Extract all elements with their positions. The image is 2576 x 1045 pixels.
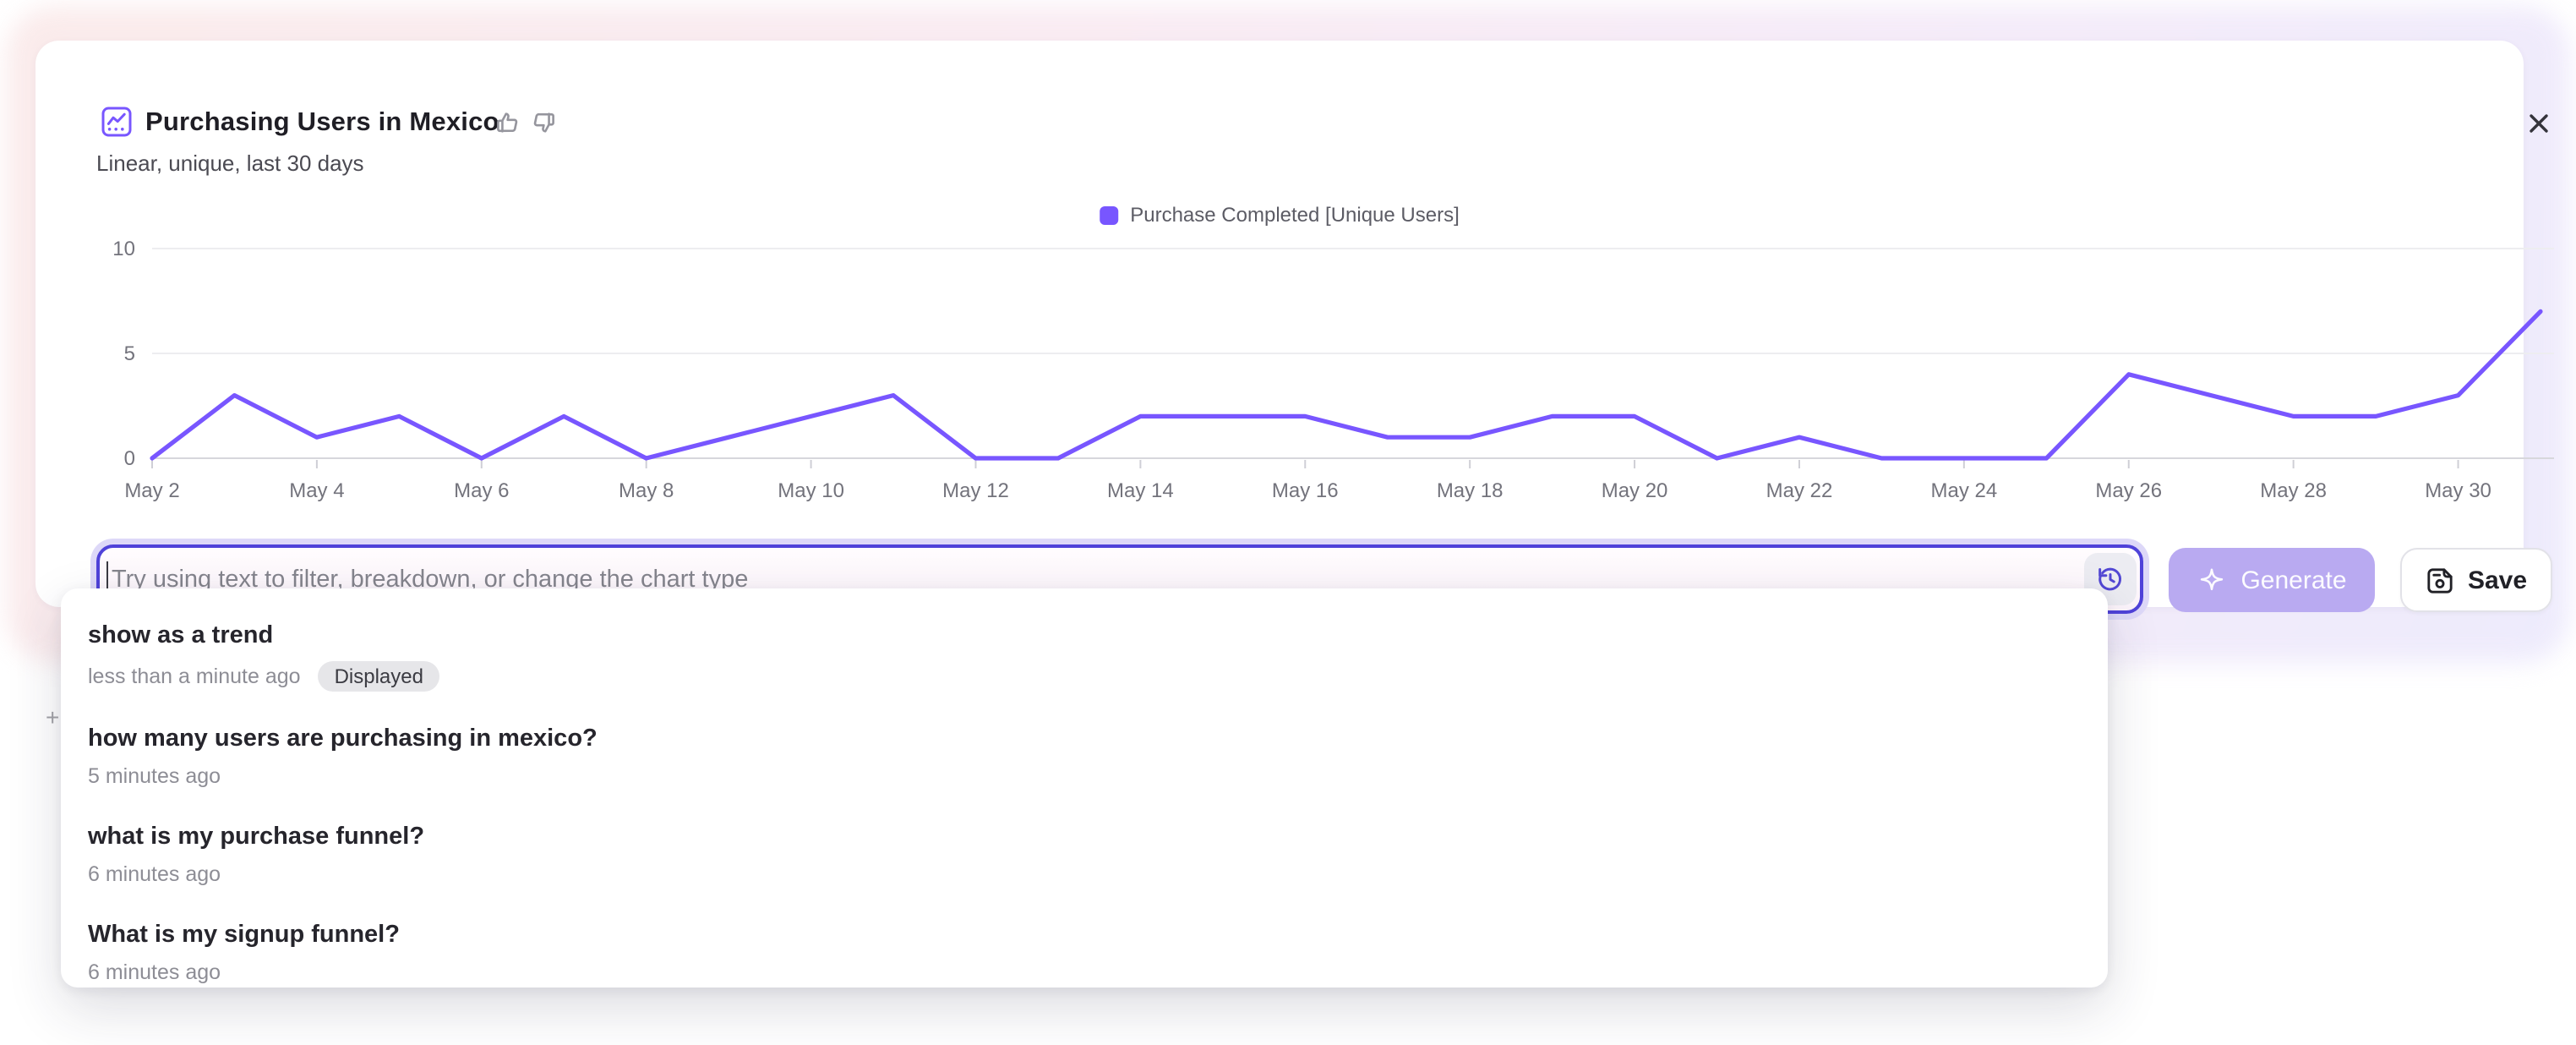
save-button[interactable]: Save [2400,548,2552,612]
history-clock-icon [2098,567,2121,591]
history-dropdown: show as a trend less than a minute ago Dis… [61,588,2108,988]
history-item[interactable]: What is my signup funnel? 6 minutes ago [61,908,2108,988]
text-caret [106,561,109,595]
x-axis-label: May 6 [454,479,509,502]
history-item-query: What is my signup funnel? [88,922,400,949]
history-item[interactable]: show as a trend less than a minute ago Dis… [61,609,2108,712]
x-axis-label: May 22 [1766,479,1833,502]
x-axis-label: May 10 [778,479,844,502]
history-item-time: 5 minutes ago [88,764,221,788]
history-item-query: what is my purchase funnel? [88,823,425,851]
line-chart: 0 5 10 May 2 May 4 May 6 May 8 May 10 May 12 May … [71,238,2557,517]
sparkle-icon [2200,567,2223,590]
thumbs-down-button[interactable] [531,110,556,135]
x-axis-label: May 26 [2095,479,2162,502]
x-axis-label: May 18 [1437,479,1504,502]
x-axis-label: May 24 [1931,479,1998,502]
series-line [150,309,2543,461]
save-label: Save [2467,566,2528,594]
y-axis-label: 0 [124,447,135,470]
x-axis-label: May 4 [289,479,344,502]
chart-canvas: 0 5 10 May 2 May 4 May 6 May 8 May 10 May 12 May … [112,238,2554,502]
generate-label: Generate [2240,566,2347,594]
line-chart-icon [101,107,132,137]
x-axis-label: May 30 [2425,479,2491,502]
x-axis-label: May 14 [1107,479,1174,502]
y-axis-label: 10 [112,240,135,260]
history-item[interactable]: how many users are purchasing in mexico?… [61,712,2108,810]
x-axis-label: May 20 [1602,479,1668,502]
close-icon[interactable] [2520,105,2557,142]
history-item-meta: 6 minutes ago [88,960,2081,986]
thumbs-up-button[interactable] [495,110,521,135]
save-icon [2427,567,2453,593]
legend-swatch [1100,205,1119,224]
chart-card: Purchasing Users in Mexico Linear, uniqu… [35,41,2554,614]
legend-label: Purchase Completed [Unique Users] [1130,203,1460,227]
plus-cursor: + [46,703,60,730]
history-item[interactable]: what is my purchase funnel? 6 minutes ago [61,810,2108,908]
history-item-meta: 6 minutes ago [88,862,2081,888]
x-axis-label: May 16 [1272,479,1339,502]
y-axis-label: 5 [124,342,135,365]
chart-subtitle: Linear, unique, last 30 days [96,150,364,176]
history-item-time: less than a minute ago [88,664,301,687]
page-title: Purchasing Users in Mexico [145,108,499,137]
generate-button[interactable]: Generate [2169,548,2375,612]
history-item-meta: less than a minute ago Displayed [88,661,2081,692]
legend[interactable]: Purchase Completed [Unique Users] [1100,203,1460,227]
x-axis-label: May 12 [942,479,1009,502]
x-axis-label: May 2 [124,479,179,502]
status-badge: Displayed [317,661,440,692]
history-item-meta: 5 minutes ago [88,764,2081,790]
history-item-query: how many users are purchasing in mexico? [88,725,598,752]
history-item-time: 6 minutes ago [88,960,221,984]
x-axis-label: May 28 [2260,479,2327,502]
x-axis-label: May 8 [619,479,674,502]
history-item-query: show as a trend [88,622,274,649]
history-item-time: 6 minutes ago [88,862,221,886]
